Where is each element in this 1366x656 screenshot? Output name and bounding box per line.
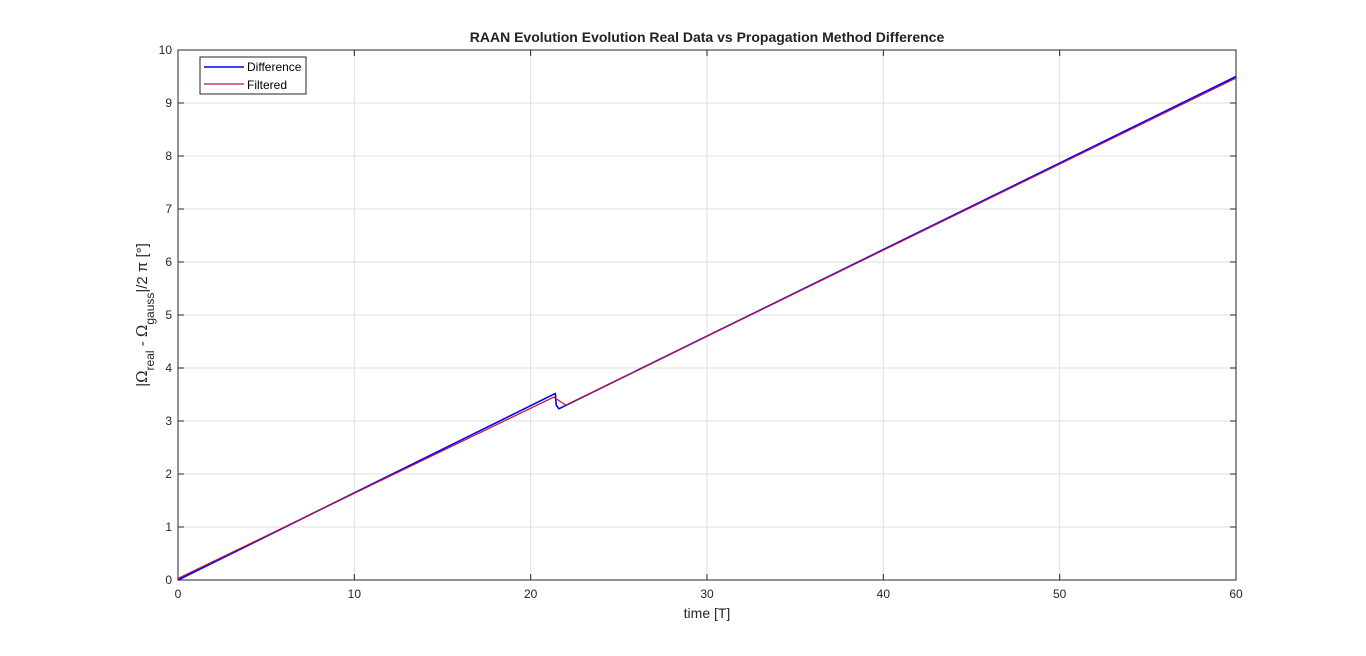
legend-label-difference: Difference (247, 60, 302, 74)
legend-label-filtered: Filtered (247, 78, 287, 92)
x-axis-label: time [T] (684, 605, 731, 621)
y-label-omega-real: Ω (133, 370, 151, 382)
x-tick-label: 10 (348, 587, 362, 601)
series-lines (177, 75, 1237, 581)
x-tick-label: 50 (1053, 587, 1067, 601)
y-tick-label: 3 (165, 414, 172, 428)
y-label-minus: - (134, 337, 151, 350)
y-label-open: | (134, 383, 151, 387)
y-label-sub-real: real (143, 350, 157, 370)
y-tick-label: 10 (159, 43, 173, 57)
y-tick-label: 7 (165, 202, 172, 216)
x-tick-label: 20 (524, 587, 538, 601)
y-label-close: |/2 π [°] (134, 243, 151, 292)
y-tick-label: 4 (165, 361, 172, 375)
x-tick-label: 40 (877, 587, 891, 601)
y-label-omega-gauss: Ω (133, 325, 151, 337)
y-axis-label: |Ωreal - Ωgauss|/2 π [°] (133, 243, 157, 387)
y-tick-labels: 0 1 2 3 4 5 6 7 8 9 10 (159, 43, 173, 587)
y-tick-label: 2 (165, 467, 172, 481)
y-tick-label: 0 (165, 573, 172, 587)
tick-marks (177, 49, 1237, 581)
y-tick-label: 8 (165, 149, 172, 163)
x-tick-label: 60 (1229, 587, 1243, 601)
x-tick-label: 0 (175, 587, 182, 601)
y-tick-label: 5 (165, 308, 172, 322)
series-line-filtered (177, 77, 1237, 579)
chart-title: RAAN Evolution Evolution Real Data vs Pr… (470, 29, 945, 45)
y-tick-label: 6 (165, 255, 172, 269)
y-label-sub-gauss: gauss (143, 293, 157, 325)
y-tick-label: 1 (165, 520, 172, 534)
legend-box (199, 56, 307, 95)
y-tick-label: 9 (165, 96, 172, 110)
x-tick-label: 30 (700, 587, 714, 601)
x-tick-labels: 0 10 20 30 40 50 60 (175, 587, 1243, 601)
legend: Difference Filtered (199, 56, 307, 95)
